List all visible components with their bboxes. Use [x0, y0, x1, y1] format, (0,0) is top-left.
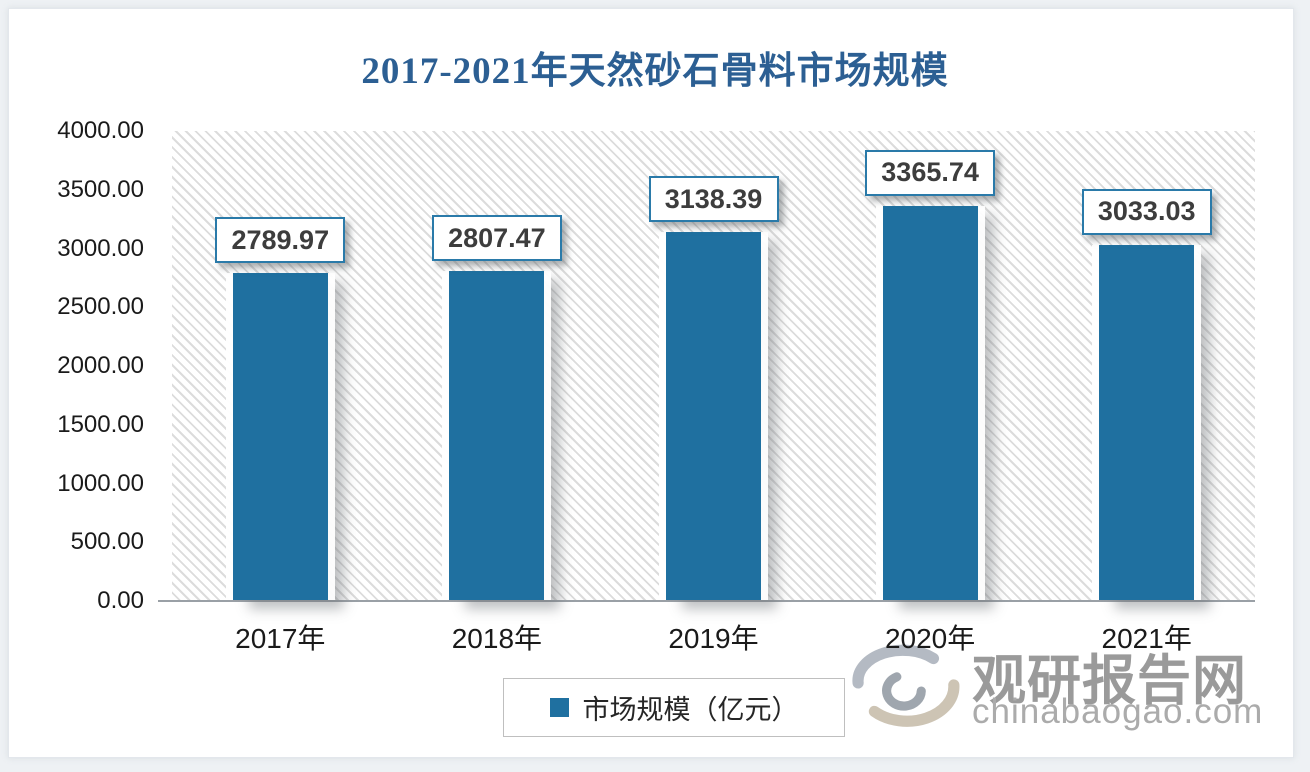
bar-2018年: [449, 271, 545, 600]
bar-value-label: 2789.97: [215, 217, 346, 264]
y-tick-label: 2500.00: [57, 293, 144, 321]
bar-value-label: 3138.39: [648, 176, 779, 223]
legend-label: 市场规模（亿元）: [582, 695, 799, 725]
bar-2017年: [232, 273, 328, 600]
y-tick-label: 4000.00: [57, 117, 144, 144]
x-tick-label: 2019年: [668, 623, 759, 654]
bar-2020年: [882, 205, 978, 600]
y-tick-label: 1500.00: [57, 410, 144, 438]
x-axis-line: [158, 600, 1255, 602]
watermark: 观研报告网 chinabaogao.com: [850, 632, 1270, 752]
x-tick-label: 2018年: [451, 623, 543, 654]
bar-2021年: [1099, 244, 1195, 600]
watermark-url-text: chinabaogao.com: [972, 692, 1264, 731]
chart-title: 2017-2021年天然砂石骨料市场规模: [361, 51, 949, 92]
x-tick-label: 2020年: [884, 623, 976, 654]
y-axis: 4000.00 3500.00 3000.00 2500.00 2000.00 1500.…: [0, 0, 150, 772]
bar-2019年: [666, 232, 761, 600]
bar-value-label: 3033.03: [1081, 188, 1212, 235]
bar-value-label: 2807.47: [431, 215, 562, 262]
watermark-swirl-logo-icon: [852, 644, 960, 727]
y-tick-label: 1000.00: [57, 469, 144, 497]
x-tick-label: 2017年: [235, 623, 326, 654]
watermark-brand-text: 观研报告网: [972, 651, 1247, 711]
legend-marker-icon: [549, 698, 569, 717]
y-tick-label: 2000.00: [57, 352, 144, 379]
x-tick-label: 2021年: [1101, 623, 1192, 654]
y-tick-label: 3500.00: [57, 175, 144, 203]
y-tick-label: 0.00: [97, 587, 144, 614]
y-tick-label: 3000.00: [57, 234, 144, 262]
legend: 市场规模（亿元）: [503, 678, 845, 737]
bar-value-label: 3365.74: [865, 149, 996, 196]
y-tick-label: 500.00: [70, 528, 144, 556]
